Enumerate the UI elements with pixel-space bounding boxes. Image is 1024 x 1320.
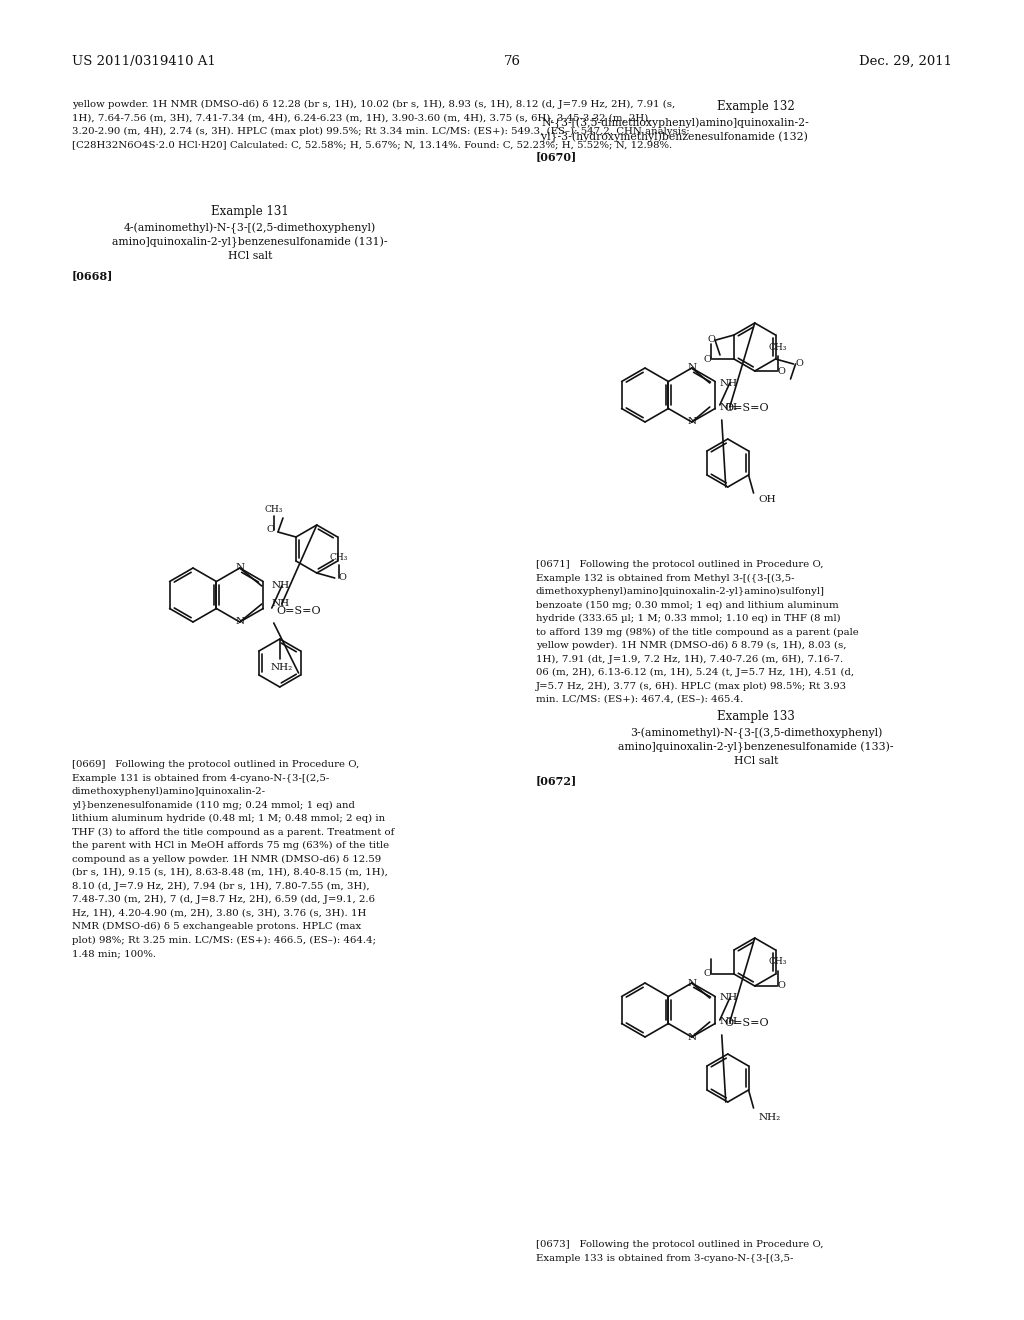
Text: NMR (DMSO-d6) δ 5 exchangeable protons. HPLC (max: NMR (DMSO-d6) δ 5 exchangeable protons. … <box>72 921 361 931</box>
Text: CH₃: CH₃ <box>769 957 787 966</box>
Text: NH: NH <box>720 994 738 1002</box>
Text: to afford 139 mg (98%) of the title compound as a parent (pale: to afford 139 mg (98%) of the title comp… <box>536 627 859 636</box>
Text: 1H), 7.91 (dt, J=1.9, 7.2 Hz, 1H), 7.40-7.26 (m, 6H), 7.16-7.: 1H), 7.91 (dt, J=1.9, 7.2 Hz, 1H), 7.40-… <box>536 655 843 664</box>
Text: N: N <box>236 564 245 573</box>
Text: NH: NH <box>720 1018 738 1027</box>
Text: Hz, 1H), 4.20-4.90 (m, 2H), 3.80 (s, 3H), 3.76 (s, 3H). 1H: Hz, 1H), 4.20-4.90 (m, 2H), 3.80 (s, 3H)… <box>72 908 367 917</box>
Text: 76: 76 <box>504 55 520 69</box>
Text: Example 131 is obtained from 4-cyano-N-{3-[(2,5-: Example 131 is obtained from 4-cyano-N-{… <box>72 774 330 783</box>
Text: Example 133: Example 133 <box>717 710 795 723</box>
Text: O: O <box>796 359 804 368</box>
Text: O: O <box>778 982 785 990</box>
Text: N: N <box>687 417 696 426</box>
Text: N-{3-[(3,5-dimethoxyphenyl)amino]quinoxalin-2-: N-{3-[(3,5-dimethoxyphenyl)amino]quinoxa… <box>541 117 809 129</box>
Text: [0672]: [0672] <box>536 775 578 785</box>
Text: compound as a yellow powder. 1H NMR (DMSO-d6) δ 12.59: compound as a yellow powder. 1H NMR (DMS… <box>72 854 381 863</box>
Text: dimethoxyphenyl)amino]quinoxalin-2-: dimethoxyphenyl)amino]quinoxalin-2- <box>72 787 266 796</box>
Text: CH₃: CH₃ <box>769 342 787 351</box>
Text: NH: NH <box>720 403 738 412</box>
Text: NH₂: NH₂ <box>759 1113 780 1122</box>
Text: O=S=O: O=S=O <box>725 1018 769 1028</box>
Text: 1H), 7.64-7.56 (m, 3H), 7.41-7.34 (m, 4H), 6.24-6.23 (m, 1H), 3.90-3.60 (m, 4H),: 1H), 7.64-7.56 (m, 3H), 7.41-7.34 (m, 4H… <box>72 114 651 123</box>
Text: O=S=O: O=S=O <box>725 403 769 413</box>
Text: yl}benzenesulfonamide (110 mg; 0.24 mmol; 1 eq) and: yl}benzenesulfonamide (110 mg; 0.24 mmol… <box>72 800 355 809</box>
Text: (br s, 1H), 9.15 (s, 1H), 8.63-8.48 (m, 1H), 8.40-8.15 (m, 1H),: (br s, 1H), 9.15 (s, 1H), 8.63-8.48 (m, … <box>72 869 388 876</box>
Text: amino]quinoxalin-2-yl}benzenesulfonamide (131)-: amino]quinoxalin-2-yl}benzenesulfonamide… <box>113 238 388 248</box>
Text: O=S=O: O=S=O <box>276 606 322 616</box>
Text: O: O <box>339 573 347 582</box>
Text: 3.20-2.90 (m, 4H), 2.74 (s, 3H). HPLC (max plot) 99.5%; Rt 3.34 min. LC/MS: (ES+: 3.20-2.90 (m, 4H), 2.74 (s, 3H). HPLC (m… <box>72 127 689 136</box>
Text: NH: NH <box>271 599 290 609</box>
Text: amino]quinoxalin-2-yl}benzenesulfonamide (133)-: amino]quinoxalin-2-yl}benzenesulfonamide… <box>618 742 894 754</box>
Text: OH: OH <box>759 495 776 504</box>
Text: NH₂: NH₂ <box>270 663 293 672</box>
Text: yellow powder. 1H NMR (DMSO-d6) δ 12.28 (br s, 1H), 10.02 (br s, 1H), 8.93 (s, 1: yellow powder. 1H NMR (DMSO-d6) δ 12.28 … <box>72 100 675 110</box>
Text: J=5.7 Hz, 2H), 3.77 (s, 6H). HPLC (max plot) 98.5%; Rt 3.93: J=5.7 Hz, 2H), 3.77 (s, 6H). HPLC (max p… <box>536 681 847 690</box>
Text: N: N <box>236 618 245 627</box>
Text: CH₃: CH₃ <box>330 553 348 562</box>
Text: Example 132 is obtained from Methyl 3-[({3-[(3,5-: Example 132 is obtained from Methyl 3-[(… <box>536 573 795 582</box>
Text: O: O <box>703 969 711 978</box>
Text: 1.48 min; 100%.: 1.48 min; 100%. <box>72 949 156 958</box>
Text: O: O <box>778 367 785 375</box>
Text: N: N <box>687 363 696 372</box>
Text: [0669]   Following the protocol outlined in Procedure O,: [0669] Following the protocol outlined i… <box>72 760 359 770</box>
Text: lithium aluminum hydride (0.48 ml; 1 M; 0.48 mmol; 2 eq) in: lithium aluminum hydride (0.48 ml; 1 M; … <box>72 814 385 824</box>
Text: O: O <box>266 525 274 535</box>
Text: HCl salt: HCl salt <box>734 756 778 766</box>
Text: plot) 98%; Rt 3.25 min. LC/MS: (ES+): 466.5, (ES–): 464.4;: plot) 98%; Rt 3.25 min. LC/MS: (ES+): 46… <box>72 936 376 945</box>
Text: Example 133 is obtained from 3-cyano-N-{3-[(3,5-: Example 133 is obtained from 3-cyano-N-{… <box>536 1254 794 1263</box>
Text: 8.10 (d, J=7.9 Hz, 2H), 7.94 (br s, 1H), 7.80-7.55 (m, 3H),: 8.10 (d, J=7.9 Hz, 2H), 7.94 (br s, 1H),… <box>72 882 370 891</box>
Text: Example 131: Example 131 <box>211 205 289 218</box>
Text: yellow powder). 1H NMR (DMSO-d6) δ 8.79 (s, 1H), 8.03 (s,: yellow powder). 1H NMR (DMSO-d6) δ 8.79 … <box>536 642 847 651</box>
Text: yl}-3-(hydroxymethyl)benzenesulfonamide (132): yl}-3-(hydroxymethyl)benzenesulfonamide … <box>541 132 808 144</box>
Text: HCl salt: HCl salt <box>227 251 272 261</box>
Text: THF (3) to afford the title compound as a parent. Treatment of: THF (3) to afford the title compound as … <box>72 828 394 837</box>
Text: N: N <box>687 1032 696 1041</box>
Text: benzoate (150 mg; 0.30 mmol; 1 eq) and lithium aluminum: benzoate (150 mg; 0.30 mmol; 1 eq) and l… <box>536 601 839 610</box>
Text: Dec. 29, 2011: Dec. 29, 2011 <box>859 55 952 69</box>
Text: [0671]   Following the protocol outlined in Procedure O,: [0671] Following the protocol outlined i… <box>536 560 823 569</box>
Text: [C28H32N6O4S·2.0 HCl·H20] Calculated: C, 52.58%; H, 5.67%; N, 13.14%. Found: C, : [C28H32N6O4S·2.0 HCl·H20] Calculated: C,… <box>72 140 672 149</box>
Text: Example 132: Example 132 <box>717 100 795 114</box>
Text: O: O <box>708 335 715 345</box>
Text: 3-(aminomethyl)-N-{3-[(3,5-dimethoxyphenyl): 3-(aminomethyl)-N-{3-[(3,5-dimethoxyphen… <box>630 729 883 739</box>
Text: N: N <box>687 978 696 987</box>
Text: NH: NH <box>271 582 290 590</box>
Text: 4-(aminomethyl)-N-{3-[(2,5-dimethoxyphenyl): 4-(aminomethyl)-N-{3-[(2,5-dimethoxyphen… <box>124 223 376 235</box>
Text: min. LC/MS: (ES+): 467.4, (ES–): 465.4.: min. LC/MS: (ES+): 467.4, (ES–): 465.4. <box>536 696 743 704</box>
Text: US 2011/0319410 A1: US 2011/0319410 A1 <box>72 55 216 69</box>
Text: O: O <box>703 355 711 363</box>
Text: hydride (333.65 µl; 1 M; 0.33 mmol; 1.10 eq) in THF (8 ml): hydride (333.65 µl; 1 M; 0.33 mmol; 1.10… <box>536 614 841 623</box>
Text: 06 (m, 2H), 6.13-6.12 (m, 1H), 5.24 (t, J=5.7 Hz, 1H), 4.51 (d,: 06 (m, 2H), 6.13-6.12 (m, 1H), 5.24 (t, … <box>536 668 854 677</box>
Text: [0673]   Following the protocol outlined in Procedure O,: [0673] Following the protocol outlined i… <box>536 1239 823 1249</box>
Text: CH₃: CH₃ <box>265 504 284 513</box>
Text: dimethoxyphenyl)amino]quinoxalin-2-yl}amino)sulfonyl]: dimethoxyphenyl)amino]quinoxalin-2-yl}am… <box>536 587 825 597</box>
Text: [0668]: [0668] <box>72 271 114 281</box>
Text: [0670]: [0670] <box>536 150 578 162</box>
Text: the parent with HCl in MeOH affords 75 mg (63%) of the title: the parent with HCl in MeOH affords 75 m… <box>72 841 389 850</box>
Text: 7.48-7.30 (m, 2H), 7 (d, J=8.7 Hz, 2H), 6.59 (dd, J=9.1, 2.6: 7.48-7.30 (m, 2H), 7 (d, J=8.7 Hz, 2H), … <box>72 895 375 904</box>
Text: NH: NH <box>720 379 738 388</box>
